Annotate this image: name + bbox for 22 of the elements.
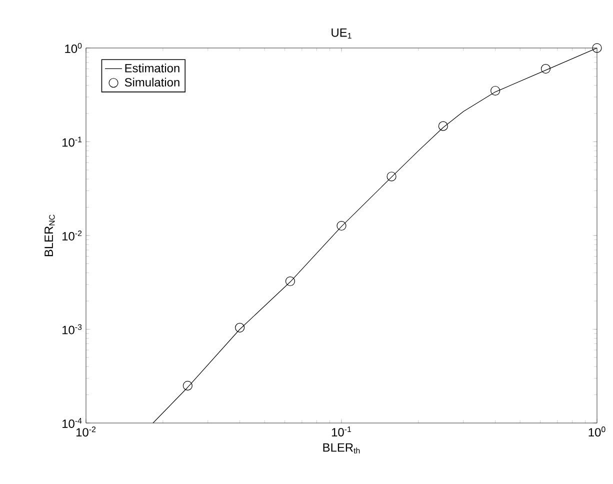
y-tick-label: 10$^{-1}$ [62, 136, 82, 147]
chart-title: UE$_{1}$ [332, 28, 352, 38]
point [438, 121, 448, 131]
point [182, 380, 192, 390]
y-tick-label: 10$^{0}$ [65, 42, 82, 53]
x-tick-label: 10$^{-2}$ [76, 426, 96, 437]
y-tick-label: 10$^{-4}$ [62, 418, 82, 428]
point [235, 322, 245, 332]
point [490, 86, 500, 96]
point [540, 64, 551, 74]
x-axis-title: BLER$_{th}$ [323, 443, 360, 454]
y-axis-title: BLER$_{NC}$ [44, 214, 55, 256]
x-tick-label: 10$^{0}$ [588, 426, 606, 437]
y-tick-label: 10$^{-2}$ [62, 230, 82, 241]
point [285, 276, 296, 286]
point [386, 172, 396, 182]
legend-label: Estimation [125, 64, 180, 72]
legend-label: Simulation [124, 78, 180, 87]
point [336, 220, 346, 231]
y-tick-label: 10$^{-3}$ [62, 324, 82, 334]
point [592, 43, 602, 53]
x-tick-label: 10$^{-1}$ [332, 426, 352, 436]
